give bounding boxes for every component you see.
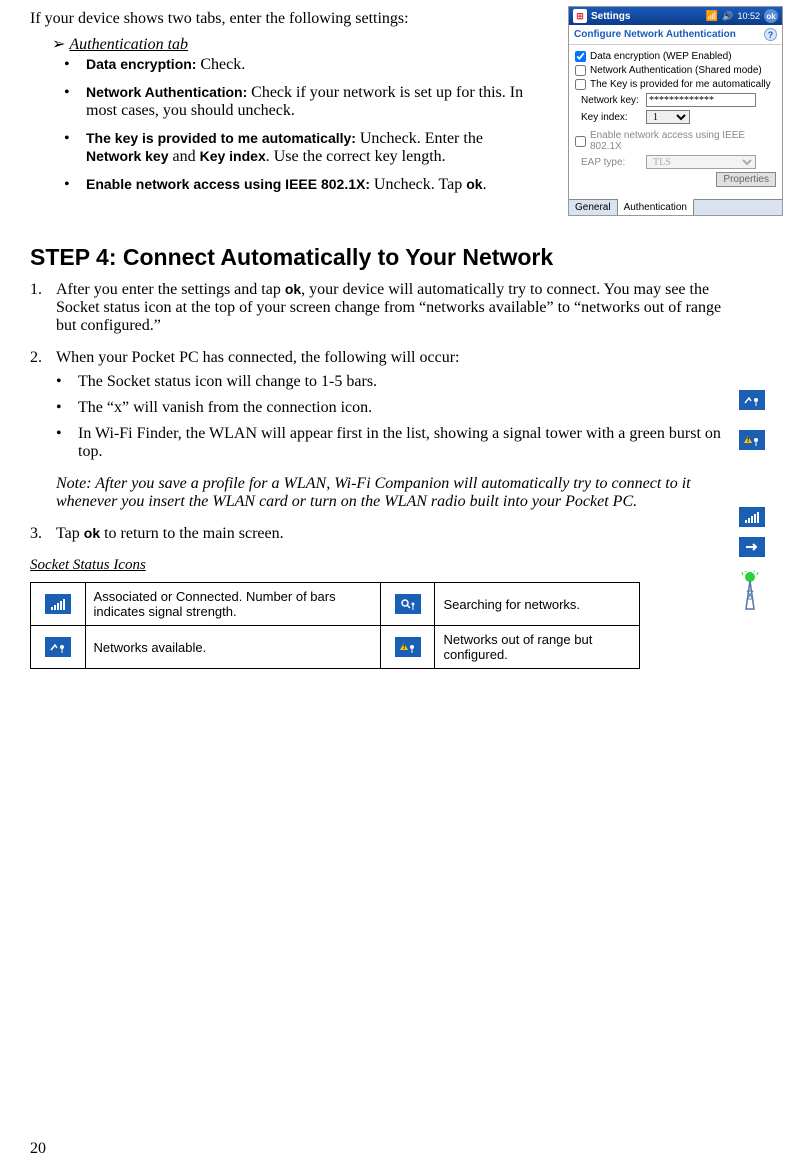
- note-text: Note: After you save a profile for a WLA…: [56, 475, 730, 511]
- list-item: The key is provided to me automatically:…: [86, 130, 540, 166]
- cb-ieee[interactable]: [575, 136, 586, 147]
- status-icons-table: Associated or Connected. Number of bars …: [30, 582, 640, 669]
- list-item: 3.Tap ok to return to the main screen.: [30, 525, 730, 543]
- desc-available: Networks available.: [85, 626, 380, 669]
- help-icon[interactable]: ?: [764, 28, 777, 41]
- desc-searching: Searching for networks.: [435, 583, 640, 626]
- list-item: 1.After you enter the settings and tap o…: [30, 281, 730, 335]
- key-index-select[interactable]: 1: [646, 110, 690, 124]
- networks-outofrange-icon: !: [739, 430, 765, 450]
- ok-button[interactable]: ok: [764, 9, 778, 23]
- wm-subtitle: Configure Network Authentication: [574, 29, 736, 40]
- cb2-label: Network Authentication (Shared mode): [590, 65, 762, 76]
- settings-screenshot: ⊞ Settings 📶 🔊 10:52 ok Configure Networ…: [568, 6, 783, 216]
- svg-text:!: !: [747, 437, 749, 444]
- list-item: In Wi-Fi Finder, the WLAN will appear fi…: [78, 425, 730, 461]
- svg-text:!: !: [403, 644, 405, 651]
- signal-icon: 📶: [706, 11, 718, 22]
- list-item: Data encryption: Check.: [86, 56, 540, 74]
- icon-available: [31, 626, 86, 669]
- windows-flag-icon: ⊞: [573, 9, 587, 23]
- list-item: Network Authentication: Check if your ne…: [86, 84, 540, 120]
- status-icons-heading: Socket Status Icons: [30, 557, 771, 574]
- net-key-label: Network key:: [581, 95, 646, 106]
- list-item: The Socket status icon will change to 1-…: [78, 373, 730, 391]
- cb-key-auto[interactable]: [575, 79, 586, 90]
- list-item: 2.When your Pocket PC has connected, the…: [30, 349, 730, 511]
- list-item: Enable network access using IEEE 802.1X:…: [86, 176, 540, 194]
- wm-time: 10:52: [737, 11, 760, 21]
- icon-connected: [31, 583, 86, 626]
- eap-label: EAP type:: [581, 157, 646, 168]
- icon-outofrange: !: [380, 626, 435, 669]
- wm-title: Settings: [591, 11, 630, 22]
- tab-general[interactable]: General: [569, 200, 618, 215]
- arrow-icon: ➢: [52, 36, 65, 53]
- key-idx-label: Key index:: [581, 112, 646, 123]
- page-number: 20: [30, 1140, 46, 1158]
- cb3-label: The Key is provided for me automatically: [590, 79, 771, 90]
- auth-bullet-list: Data encryption: Check. Network Authenti…: [30, 56, 540, 194]
- desc-connected: Associated or Connected. Number of bars …: [85, 583, 380, 626]
- signal-tower-icon: [735, 570, 765, 612]
- network-key-input[interactable]: [646, 93, 756, 107]
- wm-subtitle-bar: Configure Network Authentication ?: [569, 25, 782, 45]
- eap-select: TLS: [646, 155, 756, 169]
- icon-searching: [380, 583, 435, 626]
- networks-available-icon: [739, 390, 765, 410]
- properties-button[interactable]: Properties: [716, 172, 776, 187]
- ieee-label: Enable network access using IEEE 802.1X: [590, 130, 776, 152]
- cb-network-auth[interactable]: [575, 65, 586, 76]
- table-row: Associated or Connected. Number of bars …: [31, 583, 640, 626]
- desc-outofrange: Networks out of range but configured.: [435, 626, 640, 669]
- step4-list: 1.After you enter the settings and tap o…: [30, 281, 730, 543]
- signal-bars-icon: [739, 507, 765, 527]
- list-item: The “x” will vanish from the connection …: [78, 399, 730, 417]
- cb-data-encryption[interactable]: [575, 51, 586, 62]
- table-row: Networks available. ! Networks out of ra…: [31, 626, 640, 669]
- auth-tab-label: Authentication tab: [69, 36, 188, 53]
- wm-titlebar: ⊞ Settings 📶 🔊 10:52 ok: [569, 7, 782, 25]
- step4-heading: STEP 4: Connect Automatically to Your Ne…: [30, 244, 771, 271]
- cb1-label: Data encryption (WEP Enabled): [590, 51, 732, 62]
- tab-authentication[interactable]: Authentication: [618, 199, 694, 215]
- connection-icon: [739, 537, 765, 557]
- volume-icon: 🔊: [722, 11, 733, 22]
